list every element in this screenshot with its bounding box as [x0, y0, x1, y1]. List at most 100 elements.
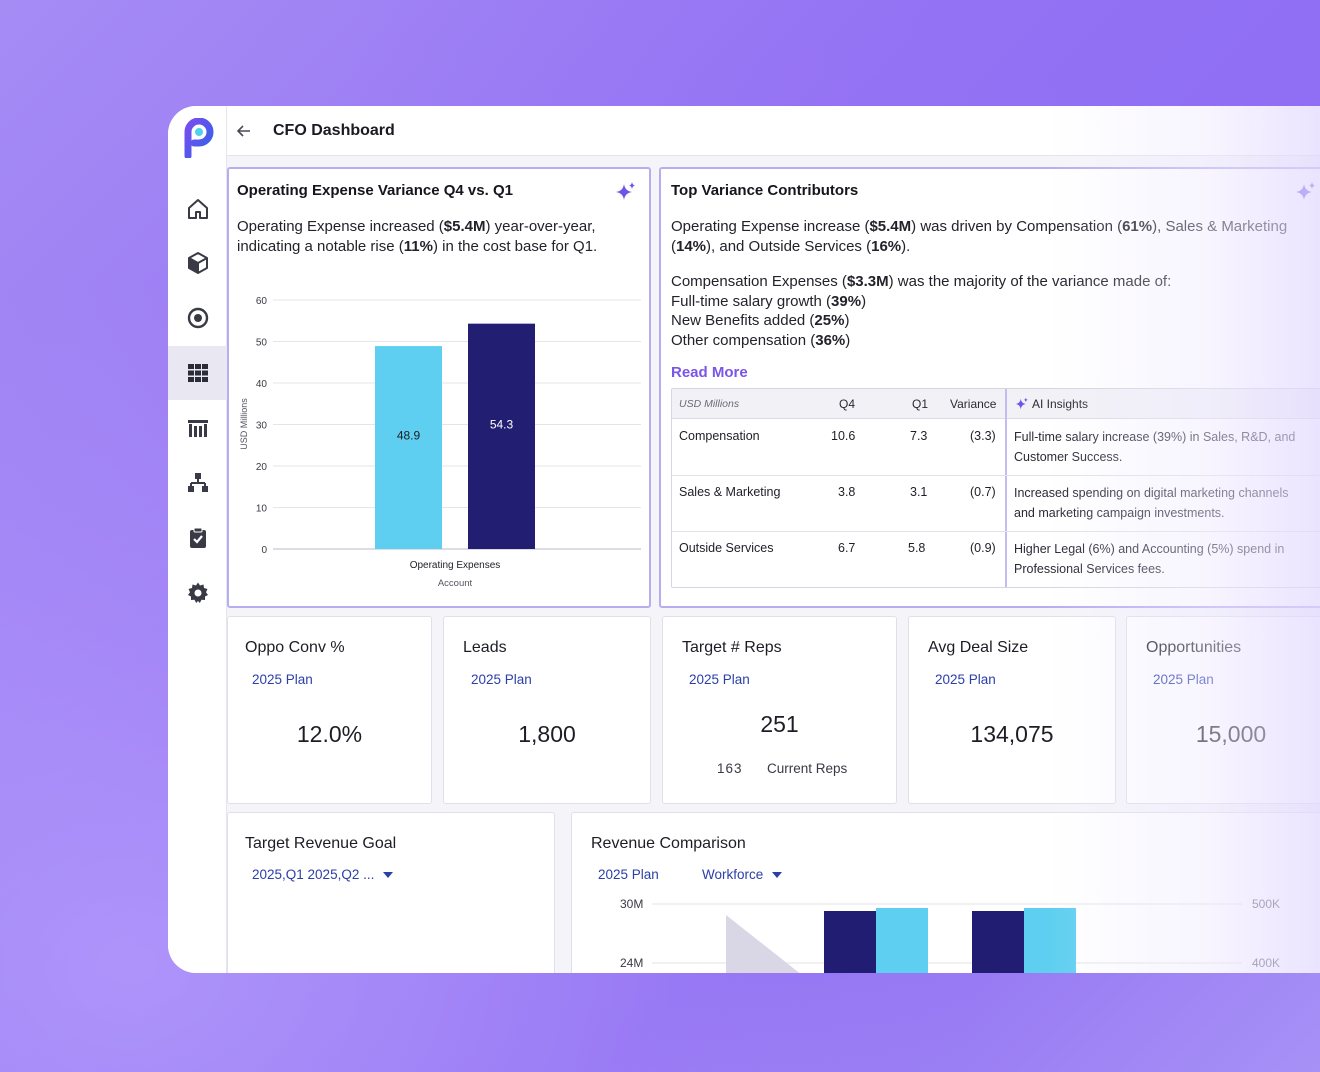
compensation-breakdown: Compensation Expenses ($3.3M) was the ma… [671, 273, 1172, 349]
y-tick-label: 30M [620, 897, 643, 911]
row-divider [672, 475, 1320, 476]
revenue-comparison-chart: 30M 24M 500K 400K [620, 897, 1280, 973]
y-tick-label: 30 [256, 421, 268, 432]
sidebar-item-hierarchy[interactable] [168, 456, 227, 510]
row-account: Sales & Marketing [679, 485, 781, 499]
bar [468, 323, 535, 549]
y-tick-label: 0 [261, 545, 267, 556]
back-button[interactable] [231, 118, 257, 144]
y-axis-label: USD Millions [239, 398, 249, 450]
kpi-card-oppo-conv[interactable]: Oppo Conv % 2025 Plan 12.0% [227, 616, 432, 804]
bar [375, 346, 442, 549]
row-q1: 3.1 [910, 485, 928, 499]
row-account: Compensation [679, 429, 760, 443]
row-ai-insight: Increased spending on digital marketing … [1014, 486, 1289, 520]
kpi-value: 134,075 [970, 721, 1054, 747]
kpi-title: Leads [463, 639, 507, 656]
bar [876, 908, 928, 973]
ai-sparkle-icon[interactable] [1295, 181, 1317, 203]
opex-bar-chart: 0 10 20 30 40 50 60 USD Millions 48.9 54.3 Operati… [239, 296, 641, 589]
col-header-ai-insights: AI Insights [1032, 397, 1089, 411]
area-series [726, 915, 800, 973]
kpi-title: Oppo Conv % [245, 639, 345, 656]
y-tick-label: 40 [256, 379, 268, 390]
bar [1024, 908, 1076, 973]
workforce-filter-dropdown[interactable]: Workforce [702, 867, 783, 882]
row-q1: 5.8 [908, 541, 926, 555]
row-variance: (0.7) [970, 485, 996, 499]
data-label: 48.9 [397, 429, 421, 443]
kpi-title: Target # Reps [682, 639, 782, 656]
app-window: CFO Dashboard Operating Expense Variance… [168, 106, 1320, 973]
bar [824, 911, 876, 973]
app-logo [184, 118, 214, 158]
ai-sparkle-icon[interactable] [615, 181, 637, 203]
ai-column-divider [1005, 389, 1007, 587]
kpi-card-target-reps[interactable]: Target # Reps 2025 Plan 251 163 Current … [662, 616, 897, 804]
sidebar-item-home[interactable] [168, 182, 227, 236]
row-q4: 3.8 [838, 485, 856, 499]
sidebar-item-targets[interactable] [168, 291, 227, 345]
period-filter-value: 2025,Q1 2025,Q2 ... [252, 867, 375, 882]
opex-summary: Operating Expense increased ($5.4M) year… [237, 218, 598, 255]
page-title: CFO Dashboard [273, 121, 395, 139]
kpi-plan-label: 2025 Plan [1153, 672, 1214, 687]
sidebar-item-models[interactable] [168, 236, 227, 290]
y-tick-label: 60 [256, 296, 268, 307]
variance-card-title: Top Variance Contributors [671, 182, 859, 199]
sidebar-item-reports[interactable] [168, 401, 227, 455]
sidebar-item-dashboards[interactable] [168, 346, 227, 400]
read-more-link[interactable]: Read More [671, 364, 748, 381]
variance-summary: Operating Expense increase ($5.4M) was d… [671, 218, 1288, 255]
col-header-variance: Variance [950, 397, 997, 411]
row-variance: (0.9) [970, 541, 996, 555]
sidebar [168, 106, 227, 973]
row-account: Outside Services [679, 541, 774, 555]
workforce-filter-value: Workforce [702, 867, 764, 882]
target-icon [187, 307, 208, 329]
clipboard-check-icon [189, 527, 206, 548]
kpi-card-opportunities[interactable]: Opportunities 2025 Plan 15,000 [1126, 616, 1320, 804]
rc-plan-label[interactable]: 2025 Plan [598, 867, 659, 882]
home-icon [187, 199, 208, 219]
target-revenue-title: Target Revenue Goal [245, 835, 397, 852]
row-ai-insight: Higher Legal (6%) and Accounting (5%) sp… [1014, 542, 1285, 576]
caret-down-icon [383, 871, 394, 878]
grid-icon [187, 364, 208, 382]
col-header-units: USD Millions [679, 398, 740, 410]
variance-table: USD Millions Q4 Q1 Variance AI Insights … [671, 388, 1320, 588]
revenue-comparison-title: Revenue Comparison [591, 835, 746, 852]
top-bar: CFO Dashboard [227, 106, 1320, 156]
current-reps-label: Current Reps [767, 761, 848, 776]
sidebar-item-settings[interactable] [168, 566, 227, 620]
ai-sparkle-icon [1015, 397, 1028, 410]
gear-icon [187, 582, 208, 603]
data-label: 54.3 [490, 417, 514, 431]
x-tick-label: Operating Expenses [410, 560, 501, 571]
y-tick-label: 50 [256, 338, 268, 349]
kpi-card-avg-deal-size[interactable]: Avg Deal Size 2025 Plan 134,075 [908, 616, 1116, 804]
bar [972, 911, 1024, 973]
sidebar-item-tasks[interactable] [168, 511, 227, 565]
y-tick-label: 10 [256, 504, 268, 515]
caret-down-icon [772, 871, 783, 878]
opex-variance-card: Operating Expense Variance Q4 vs. Q1 Ope… [227, 167, 651, 608]
kpi-plan-label: 2025 Plan [689, 672, 750, 687]
row-divider [672, 531, 1320, 532]
arrow-left-icon [236, 124, 250, 137]
kpi-title: Avg Deal Size [928, 639, 1029, 656]
y-tick-label: 20 [256, 462, 268, 473]
kpi-plan-label: 2025 Plan [471, 672, 532, 687]
kpi-card-leads[interactable]: Leads 2025 Plan 1,800 [443, 616, 651, 804]
kpi-value: 15,000 [1195, 721, 1267, 747]
y2-tick-label: 400K [1252, 956, 1280, 970]
y2-tick-label: 500K [1252, 897, 1280, 911]
building-icon [187, 420, 208, 437]
kpi-value: 251 [760, 711, 799, 737]
period-filter-dropdown[interactable]: 2025,Q1 2025,Q2 ... [252, 867, 394, 882]
kpi-title: Opportunities [1146, 639, 1242, 656]
row-q4: 10.6 [831, 429, 856, 443]
hierarchy-icon [187, 473, 208, 492]
kpi-value: 1,800 [518, 721, 576, 747]
row-q1: 7.3 [910, 429, 928, 443]
